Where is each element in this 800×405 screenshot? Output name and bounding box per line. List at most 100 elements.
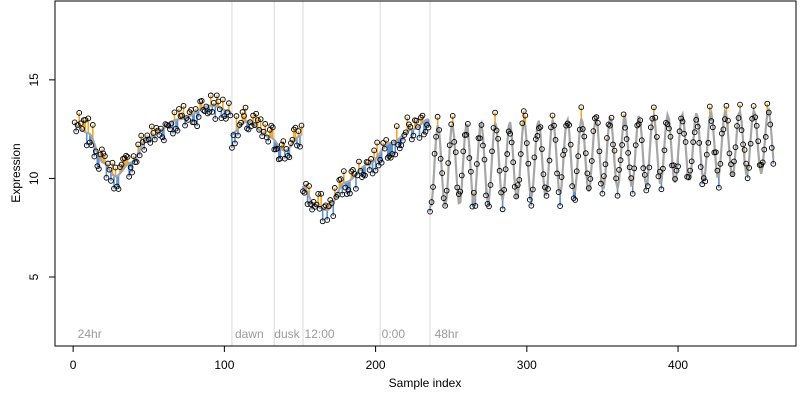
- data-point: [685, 174, 692, 180]
- data-point: [92, 148, 99, 155]
- data-point: [108, 177, 114, 184]
- data-point: [96, 166, 102, 172]
- data-point: [744, 175, 751, 182]
- data-point: [215, 98, 222, 105]
- data-point: [324, 217, 331, 223]
- data-point: [510, 159, 517, 166]
- data-point: [649, 115, 656, 122]
- data-point: [278, 141, 285, 148]
- data-point: [396, 145, 403, 152]
- data-point: [607, 122, 613, 129]
- data-point: [265, 138, 272, 145]
- data-point: [150, 130, 157, 136]
- data-point: [564, 120, 571, 127]
- data-point: [663, 120, 669, 126]
- data-point: [124, 154, 131, 160]
- data-point: [446, 142, 453, 149]
- data-point: [717, 161, 724, 167]
- data-point: [233, 113, 240, 119]
- data-point: [109, 159, 116, 166]
- data-point: [466, 155, 473, 161]
- data-point: [242, 104, 249, 111]
- annotation-label: 12:00: [305, 327, 335, 341]
- data-point: [622, 124, 628, 131]
- data-point: [318, 190, 325, 197]
- data-point: [601, 173, 607, 179]
- data-point: [436, 127, 442, 133]
- data-point: [91, 153, 98, 160]
- data-point: [133, 159, 140, 165]
- data-point: [404, 114, 411, 121]
- data-point: [327, 197, 334, 203]
- data-point: [731, 158, 737, 165]
- data-point: [457, 188, 464, 195]
- data-point: [452, 149, 459, 156]
- data-point: [102, 153, 108, 159]
- data-point: [212, 116, 219, 122]
- data-point: [123, 152, 129, 159]
- data-point: [167, 126, 173, 133]
- data-point: [213, 92, 220, 99]
- data-point: [353, 185, 359, 192]
- vertical-reference-lines: [231, 1, 431, 346]
- data-point: [688, 158, 695, 165]
- data-point: [682, 139, 689, 145]
- data-point: [762, 134, 769, 140]
- data-point: [445, 160, 452, 166]
- data-point: [337, 176, 344, 182]
- data-point: [381, 145, 388, 152]
- data-point: [747, 140, 754, 147]
- data-point: [437, 155, 444, 162]
- data-point: [289, 136, 296, 143]
- data-point: [365, 159, 371, 166]
- data-point: [735, 115, 742, 121]
- data-point: [245, 126, 252, 133]
- annotation-label: 0:00: [382, 327, 406, 341]
- data-point: [487, 182, 494, 188]
- data-point: [159, 134, 166, 141]
- data-point: [433, 133, 439, 140]
- data-point: [194, 123, 201, 130]
- data-point: [592, 115, 598, 122]
- data-point: [551, 122, 557, 129]
- data-point: [661, 147, 668, 154]
- x-tick-label: 300: [517, 358, 537, 372]
- data-point: [585, 185, 592, 191]
- data-point: [176, 106, 182, 112]
- data-point: [79, 126, 86, 132]
- data-point: [380, 140, 387, 146]
- data-points: [71, 92, 777, 225]
- data-point: [599, 190, 606, 197]
- data-point: [765, 109, 772, 116]
- annotation-label: 24hr: [78, 327, 102, 341]
- data-point: [138, 132, 145, 139]
- data-point: [73, 128, 80, 135]
- data-point: [746, 165, 752, 171]
- data-point: [508, 139, 515, 146]
- data-point: [141, 147, 148, 153]
- data-point: [676, 128, 683, 135]
- data-point: [513, 193, 520, 200]
- data-point: [654, 134, 660, 140]
- data-point: [617, 157, 624, 163]
- data-point: [770, 161, 777, 167]
- data-point: [347, 190, 353, 197]
- data-point: [235, 132, 241, 139]
- data-point: [203, 103, 210, 110]
- x-tick-label: 400: [668, 358, 688, 372]
- data-point: [713, 149, 719, 156]
- data-point: [582, 150, 589, 157]
- data-point: [722, 116, 728, 122]
- data-point: [389, 151, 396, 157]
- data-point: [427, 208, 433, 215]
- data-point: [542, 184, 548, 191]
- data-point: [768, 145, 775, 151]
- data-point: [629, 190, 636, 197]
- data-point: [357, 168, 364, 174]
- data-point: [220, 96, 226, 103]
- data-point: [480, 142, 486, 149]
- data-point: [374, 139, 380, 146]
- data-point: [292, 124, 299, 131]
- y-tick-label: 15: [27, 73, 41, 87]
- data-point: [285, 152, 291, 159]
